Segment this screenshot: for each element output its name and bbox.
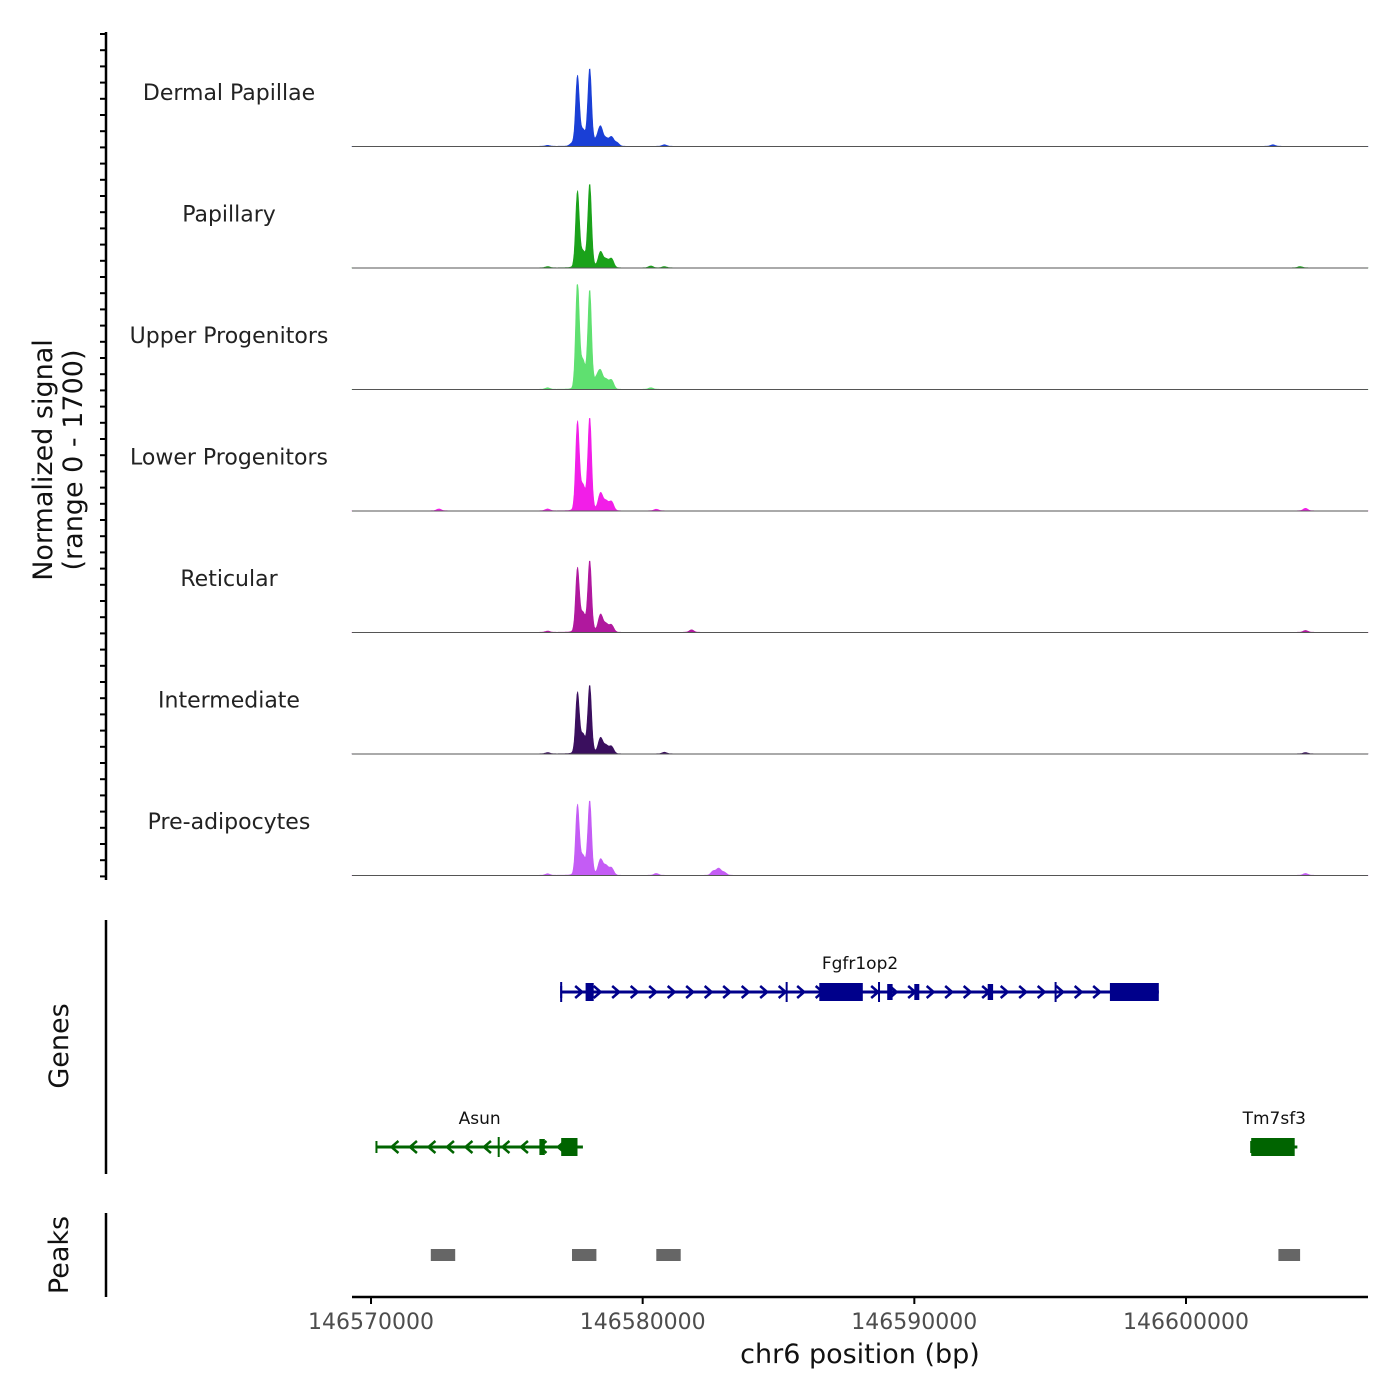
track-label-reticular: Reticular — [180, 567, 278, 592]
signal-area-lower-progenitors — [351, 418, 1369, 512]
strand-arrow-icon — [1055, 985, 1066, 999]
gene-tm7sf3: Tm7sf3 — [1242, 1109, 1306, 1156]
strand-arrow-icon — [611, 985, 622, 999]
track-label-papillary: Papillary — [182, 203, 276, 228]
strand-arrow-icon — [482, 1140, 492, 1154]
exon-block — [561, 1138, 578, 1156]
peaks-panel: Peaks — [44, 1213, 1301, 1297]
strand-arrow-icon — [592, 985, 603, 999]
strand-arrow-icon — [574, 985, 585, 999]
strand-arrow-icon — [389, 1140, 400, 1154]
strand-arrow-icon — [796, 985, 807, 999]
genes-panel: Genes Fgfr1op2 Asun Tm7sf3 — [44, 920, 1306, 1174]
coverage-track-intermediate: Intermediate — [158, 685, 1369, 755]
x-tick-label: 146590000 — [851, 1310, 977, 1335]
x-tick-label: 146600000 — [1123, 1310, 1249, 1335]
peak-region-2 — [572, 1249, 597, 1261]
strand-arrow-icon — [1092, 985, 1103, 999]
strand-arrow-icon — [1036, 985, 1047, 999]
x-tick-label: 146570000 — [308, 1310, 434, 1335]
strand-arrow-icon — [1018, 985, 1029, 999]
peaks-panel-label: Peaks — [44, 1216, 75, 1294]
track-label-upper-progenitors: Upper Progenitors — [130, 324, 329, 349]
strand-arrow-icon — [519, 1140, 529, 1154]
track-label-dermal-papillae: Dermal Papillae — [143, 81, 315, 106]
peak-region-3 — [656, 1249, 681, 1261]
strand-arrow-icon — [426, 1140, 437, 1154]
strand-arrow-icon — [648, 985, 659, 999]
gene-fgfr1op2: Fgfr1op2 — [560, 954, 1159, 1002]
strand-arrow-icon — [740, 985, 751, 999]
signal-area-upper-progenitors — [351, 284, 1369, 390]
exon-block — [987, 984, 994, 1000]
strand-arrow-icon — [925, 985, 936, 999]
x-axis: 146570000 146580000 146590000 146600000 chr6… — [308, 1295, 1368, 1370]
strand-arrow-icon — [408, 1140, 418, 1154]
genes-panel-label: Genes — [44, 1003, 75, 1088]
track-label-pre-adipocytes: Pre-adipocytes — [148, 810, 311, 835]
exon-block — [914, 984, 920, 1000]
x-axis-title: chr6 position (bp) — [740, 1339, 980, 1370]
peak-region-4 — [1278, 1249, 1301, 1261]
track-label-lower-progenitors: Lower Progenitors — [130, 446, 328, 471]
strand-arrow-icon — [759, 985, 770, 999]
strand-arrow-icon — [685, 985, 696, 999]
peak-region-1 — [430, 1249, 456, 1261]
strand-arrow-icon — [962, 985, 973, 999]
exon-block — [1109, 983, 1159, 1001]
strand-arrow-icon — [703, 985, 714, 999]
strand-arrow-icon — [1073, 985, 1084, 999]
exon-block — [1251, 1138, 1295, 1156]
signal-area-dermal-papillae — [351, 68, 1369, 147]
strand-arrow-icon — [944, 985, 955, 999]
coverage-track-upper-progenitors: Upper Progenitors — [130, 284, 1369, 390]
coverage-track-pre-adipocytes: Pre-adipocytes — [148, 800, 1369, 876]
strand-arrow-icon — [463, 1140, 474, 1154]
coverage-track-papillary: Papillary — [182, 184, 1369, 269]
coverage-y-axis-subtitle: (range 0 - 1700) — [58, 350, 89, 571]
exon-block — [539, 1139, 545, 1155]
strand-arrow-icon — [629, 985, 640, 999]
strand-arrow-icon — [722, 985, 733, 999]
signal-area-papillary — [351, 184, 1369, 269]
track-label-intermediate: Intermediate — [158, 689, 300, 714]
gene-asun: Asun — [375, 1109, 583, 1157]
strand-arrow-icon — [666, 985, 677, 999]
coverage-track-reticular: Reticular — [180, 560, 1369, 633]
strand-arrow-icon — [999, 985, 1010, 999]
coverage-track-lower-progenitors: Lower Progenitors — [130, 418, 1369, 512]
gene-label-fgfr1op2: Fgfr1op2 — [822, 954, 898, 974]
gene-label-tm7sf3: Tm7sf3 — [1242, 1109, 1306, 1129]
exon-block — [887, 984, 893, 1000]
exon-block — [819, 983, 863, 1001]
coverage-y-axis-title: Normalized signal — [28, 339, 59, 581]
signal-area-intermediate — [351, 685, 1369, 755]
x-tick-label: 146580000 — [580, 1310, 706, 1335]
strand-arrow-icon — [500, 1140, 511, 1154]
signal-area-pre-adipocytes — [351, 800, 1369, 876]
gene-label-asun: Asun — [459, 1109, 501, 1129]
signal-area-reticular — [351, 560, 1369, 633]
exon-block — [585, 983, 594, 1001]
coverage-panel: Normalized signal (range 0 - 1700) Dermal … — [28, 32, 1369, 880]
strand-arrow-icon — [445, 1140, 455, 1154]
coverage-track-dermal-papillae: Dermal Papillae — [143, 68, 1369, 147]
